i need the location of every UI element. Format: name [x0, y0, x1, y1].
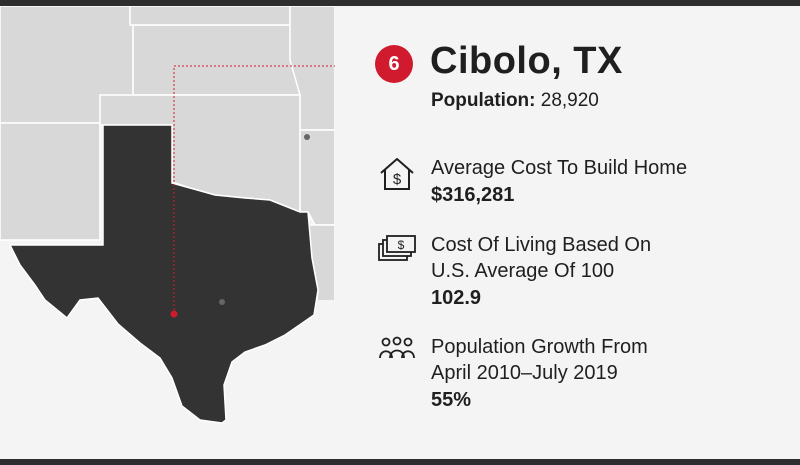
city-title: Cibolo, TX: [430, 40, 623, 82]
top-frame-bar: [0, 0, 800, 6]
svg-text:$: $: [398, 238, 405, 252]
population-value: 28,920: [540, 90, 599, 111]
cost-of-living-label-line-2: U.S. Average Of 100: [431, 260, 615, 282]
cost-of-living-value: 102.9: [431, 287, 482, 309]
population-growth-label-line-1: Population Growth From: [431, 336, 648, 358]
build-cost-value: $316,281: [431, 184, 515, 206]
cost-of-living-label-line-1: Cost Of Living Based On: [431, 234, 652, 256]
info-panel: [335, 6, 800, 459]
texas-map: [0, 6, 335, 459]
money-stack-icon: $: [378, 235, 416, 261]
population-line: Population: 28,920: [431, 90, 599, 112]
population-growth-value: 55%: [431, 389, 472, 411]
house-dollar-icon: $: [380, 158, 414, 190]
rank-badge: 6: [375, 45, 413, 83]
bottom-frame-bar: [0, 459, 800, 465]
svg-text:$: $: [393, 171, 402, 188]
state-texas: [8, 124, 319, 424]
state-arkansas: [299, 129, 335, 226]
neighbor-city-dot: [304, 134, 310, 140]
state-kansas: [132, 24, 301, 96]
build-cost-label: Average Cost To Build Home: [431, 157, 688, 179]
state-new-mexico: [0, 122, 101, 241]
people-group-icon: [379, 336, 415, 359]
city-location-marker: [170, 310, 178, 318]
state-nebraska: [129, 6, 291, 26]
austin-dot: [219, 299, 225, 305]
callout-leader-line: [173, 65, 335, 314]
population-label: Population:: [431, 90, 536, 111]
population-growth-label-line-2: April 2010–July 2019: [431, 362, 618, 384]
